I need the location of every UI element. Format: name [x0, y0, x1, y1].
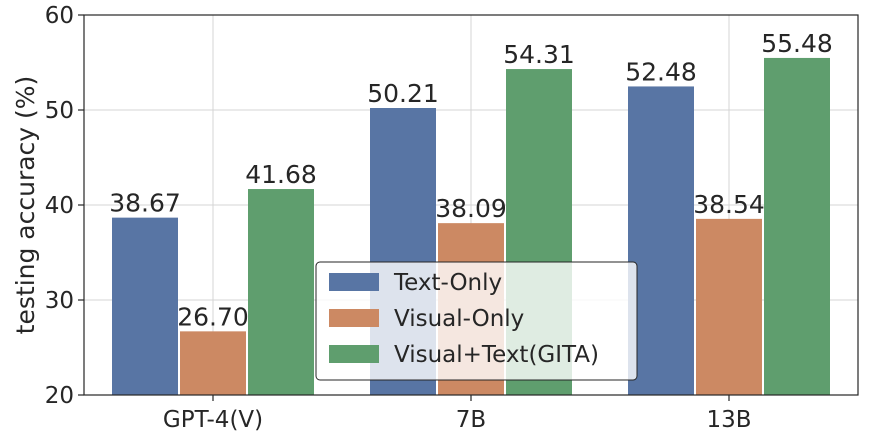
- data-label: 41.68: [245, 160, 317, 189]
- legend-label: Text-Only: [393, 270, 502, 296]
- legend-label: Visual-Only: [394, 306, 524, 332]
- legend-swatch: [329, 309, 379, 327]
- data-label: 26.70: [177, 302, 249, 331]
- data-label: 55.48: [761, 29, 833, 58]
- bar: [696, 218, 762, 395]
- y-tick-label: 20: [45, 383, 74, 409]
- legend-box: [315, 261, 638, 381]
- bar: [248, 189, 314, 395]
- y-tick-label: 50: [45, 98, 74, 124]
- bar: [180, 331, 246, 395]
- legend: Text-Only Visual-Only Visual+Text(GITA): [315, 261, 638, 381]
- data-label: 38.09: [435, 194, 507, 223]
- x-tick-label: 13B: [706, 407, 751, 433]
- legend-swatch: [329, 273, 379, 291]
- legend-swatch: [329, 345, 379, 363]
- data-label: 38.67: [109, 189, 181, 218]
- x-tick-label: 7B: [456, 407, 486, 433]
- data-label: 38.54: [693, 190, 765, 219]
- bar: [628, 86, 694, 395]
- y-tick-label: 30: [45, 288, 74, 314]
- bar: [764, 57, 830, 395]
- data-label: 52.48: [625, 57, 697, 86]
- axes: 20 30 40 50 60 GPT-4(V) 7B 13B: [45, 3, 752, 433]
- y-tick-label: 60: [45, 3, 74, 29]
- y-tick-label: 40: [45, 193, 74, 219]
- data-labels: 38.67 50.21 52.48 26.70 38.09 38.54 41.68 54.31…: [109, 29, 833, 331]
- y-axis-label: testing accuracy (%): [11, 76, 40, 335]
- x-tick-label: GPT-4(V): [163, 407, 263, 433]
- legend-label: Visual+Text(GITA): [394, 342, 599, 368]
- data-label: 54.31: [503, 40, 575, 69]
- bar: [112, 217, 178, 395]
- data-label: 50.21: [367, 79, 439, 108]
